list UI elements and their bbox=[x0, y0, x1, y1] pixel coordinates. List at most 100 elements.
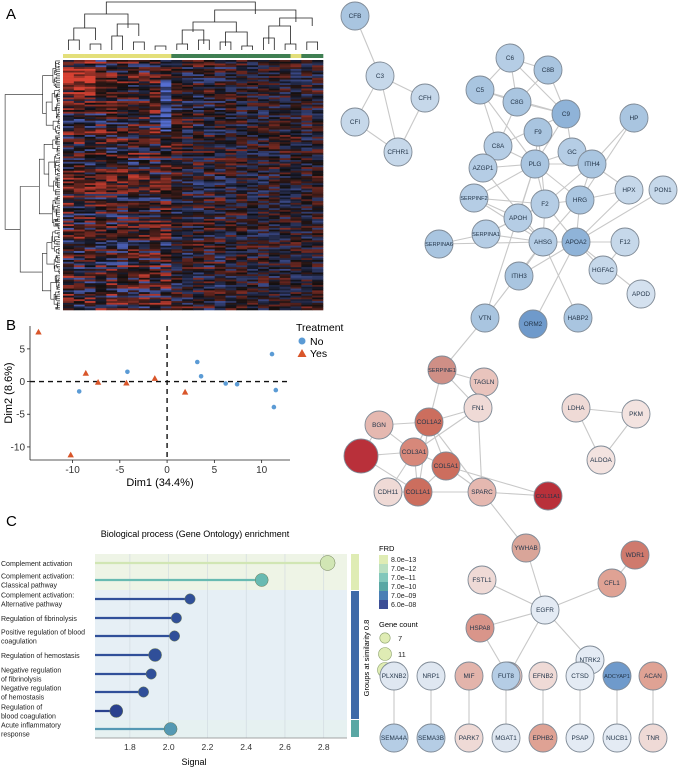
heatmap-cell bbox=[214, 61, 226, 64]
heatmap-cell bbox=[193, 254, 205, 257]
heatmap-cell bbox=[95, 283, 107, 286]
heatmap-cell bbox=[236, 106, 248, 109]
heatmap-cell bbox=[149, 297, 161, 300]
heatmap-cell bbox=[106, 231, 118, 234]
heatmap-cell bbox=[171, 188, 183, 191]
heatmap-cell bbox=[149, 195, 161, 198]
heatmap-cell bbox=[279, 256, 291, 259]
heatmap-cell bbox=[138, 79, 150, 82]
heatmap-cell bbox=[128, 274, 140, 277]
heatmap-cell bbox=[268, 92, 280, 95]
heatmap-cell bbox=[84, 151, 96, 154]
heatmap-cell bbox=[95, 143, 107, 147]
heatmap-cell bbox=[312, 174, 324, 177]
heatmap-cell bbox=[84, 274, 96, 277]
heatmap-cell bbox=[171, 102, 183, 105]
heatmap-cell bbox=[73, 211, 85, 214]
heatmap-cell bbox=[63, 285, 75, 288]
column-annotation-cell bbox=[128, 54, 140, 58]
heatmap-cell bbox=[63, 140, 75, 143]
heatmap-cell bbox=[182, 86, 194, 89]
heatmap-cell bbox=[268, 208, 280, 211]
heatmap-cell bbox=[171, 126, 183, 129]
heatmap-cell bbox=[214, 183, 226, 186]
heatmap-cell bbox=[214, 140, 226, 143]
heatmap-cell bbox=[236, 133, 248, 136]
heatmap-cell bbox=[84, 102, 96, 105]
heatmap-cell bbox=[203, 211, 215, 214]
heatmap-cell bbox=[171, 224, 183, 227]
heatmap-cell bbox=[236, 163, 248, 166]
heatmap-cell bbox=[301, 145, 313, 148]
heatmap-cell bbox=[193, 154, 205, 157]
heatmap-cell bbox=[149, 249, 161, 252]
heatmap-cell bbox=[301, 86, 313, 89]
heatmap-cell bbox=[106, 145, 118, 148]
heatmap-cell bbox=[63, 229, 75, 232]
heatmap-cell bbox=[149, 235, 161, 238]
heatmap-cell bbox=[290, 117, 302, 120]
heatmap-cell bbox=[73, 281, 85, 284]
heatmap-cell bbox=[117, 185, 129, 188]
heatmap-cell bbox=[225, 152, 237, 155]
heatmap-cell bbox=[160, 138, 172, 141]
heatmap-cell bbox=[84, 172, 96, 175]
heatmap-cell bbox=[117, 267, 129, 270]
network-node-cfh bbox=[410, 83, 440, 113]
heatmap-cell bbox=[258, 97, 270, 100]
row-dendrogram-branch bbox=[51, 236, 55, 250]
heatmap-cell bbox=[203, 299, 215, 302]
heatmap-cell bbox=[247, 124, 259, 127]
network-node-plxnb2 bbox=[379, 661, 409, 691]
heatmap-cell bbox=[182, 156, 194, 159]
network-node-label: COL3A1 bbox=[402, 449, 427, 456]
heatmap-cell bbox=[84, 247, 96, 250]
heatmap-cell bbox=[279, 77, 291, 80]
heatmap-cell bbox=[160, 272, 172, 275]
heatmap-cell bbox=[160, 140, 172, 143]
heatmap-cell bbox=[95, 102, 107, 105]
heatmap-cell bbox=[193, 76, 205, 79]
heatmap-cell bbox=[279, 301, 291, 304]
heatmap-cell bbox=[128, 113, 140, 116]
heatmap-cell bbox=[312, 201, 324, 204]
heatmap-cell bbox=[160, 124, 172, 127]
row-dendrogram-branch bbox=[58, 226, 60, 230]
heatmap-cell bbox=[182, 174, 194, 177]
heatmap-cell bbox=[290, 67, 302, 70]
heatmap-cell bbox=[182, 158, 194, 161]
heatmap-cell bbox=[149, 131, 161, 134]
enrichment-term-label: Negative regulation bbox=[1, 686, 61, 693]
heatmap-cell bbox=[279, 158, 291, 161]
heatmap-cell bbox=[236, 111, 248, 114]
heatmap-cell bbox=[95, 235, 107, 238]
heatmap-cell bbox=[279, 143, 291, 147]
heatmap-cell bbox=[182, 129, 194, 132]
heatmap-cell bbox=[106, 110, 118, 113]
heatmap-cell bbox=[301, 133, 313, 136]
heatmap-cell bbox=[138, 252, 150, 255]
heatmap-cell bbox=[290, 77, 302, 80]
heatmap-cell bbox=[106, 122, 118, 125]
heatmap-cell bbox=[128, 145, 140, 148]
heatmap-cell bbox=[73, 118, 85, 122]
heatmap-cell bbox=[258, 186, 270, 189]
heatmap-cell bbox=[63, 104, 75, 107]
heatmap-cell bbox=[149, 70, 161, 73]
heatmap-cell bbox=[182, 118, 194, 122]
heatmap-cell bbox=[268, 106, 280, 109]
heatmap-cell bbox=[182, 127, 194, 130]
heatmap-cell bbox=[95, 220, 107, 223]
heatmap-cell bbox=[149, 274, 161, 277]
pca-x-tick-label: 0 bbox=[164, 465, 170, 476]
heatmap-cell bbox=[290, 113, 302, 116]
heatmap-cell bbox=[268, 120, 280, 123]
heatmap-cell bbox=[95, 133, 107, 136]
heatmap-cell bbox=[279, 120, 291, 123]
heatmap-cell bbox=[106, 81, 118, 84]
heatmap-cell bbox=[149, 113, 161, 116]
heatmap-cell bbox=[290, 226, 302, 229]
heatmap-cell bbox=[138, 147, 150, 150]
network-node-cfi bbox=[340, 107, 370, 137]
heatmap-cell bbox=[279, 60, 291, 63]
